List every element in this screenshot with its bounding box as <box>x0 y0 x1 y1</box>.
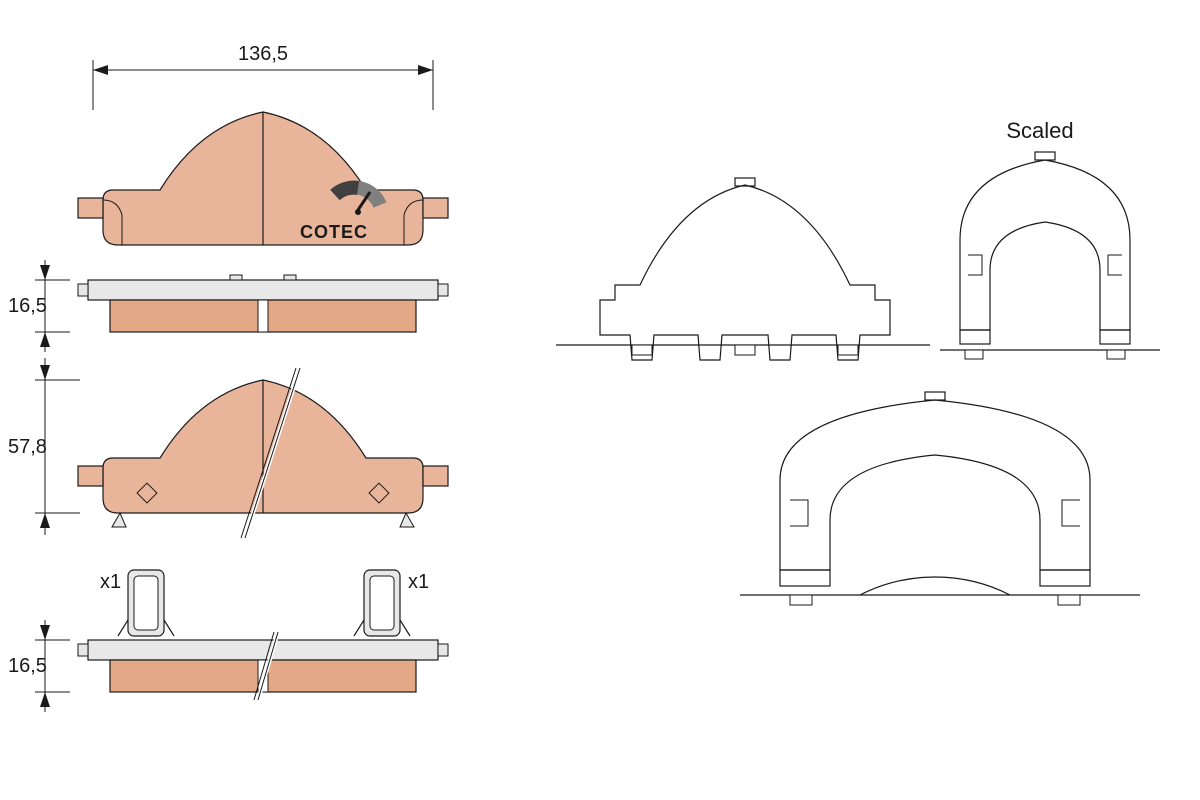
view-thickness-with-clips: x1 x1 16,5 <box>8 570 448 712</box>
clip-left <box>118 570 174 636</box>
technical-drawing: 136,5 COTEC <box>0 0 1200 800</box>
qty-left: x1 <box>100 571 121 593</box>
shim-outline-3 <box>740 392 1140 605</box>
dim-height-label: 57,8 <box>8 436 47 458</box>
shim-outline-1 <box>556 178 930 360</box>
clip-right <box>354 570 410 636</box>
dim-thick2-label: 16,5 <box>8 655 47 677</box>
dim-width-label: 136,5 <box>238 43 288 65</box>
view-pad-front-outer: COTEC <box>78 112 448 245</box>
qty-right: x1 <box>408 571 429 593</box>
view-pad-front-inner: 57,8 <box>8 358 448 538</box>
scaled-label: Scaled <box>1006 118 1073 143</box>
view-thickness-1: 16,5 <box>8 260 448 352</box>
shim-outline-2 <box>940 152 1160 359</box>
dim-thick1-label: 16,5 <box>8 295 47 317</box>
logo-text: COTEC <box>300 222 368 242</box>
dim-width: 136,5 <box>93 43 433 110</box>
